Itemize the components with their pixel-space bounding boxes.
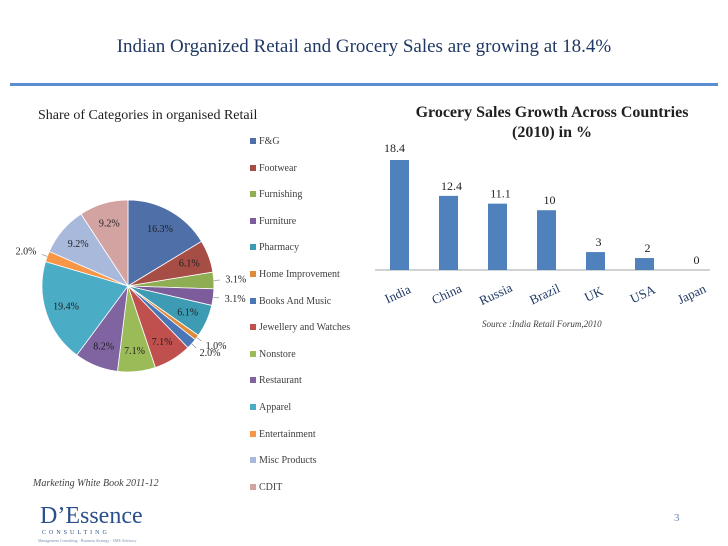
title-divider [10,83,718,86]
bar-chart-title: Grocery Sales Growth Across Countries (2… [415,104,689,141]
pie-slice-0 [127,199,203,287]
pie-slice-label-3: 3.1% [225,294,246,305]
legend-swatch-9 [250,377,256,384]
pie-slice-label-2: 3.1% [225,275,246,286]
bar-5 [635,258,654,270]
legend-label-5: Home Improvement [259,269,340,280]
legend-swatch-13 [250,483,256,490]
bar-3 [537,210,556,270]
page-number: 3 [674,512,680,524]
pie-slice-label-6: 2.0% [200,348,221,359]
bar-0 [390,160,409,270]
legend-label-0: F&G [259,136,280,147]
company-logo: D’Essence CONSULTING Management Consulti… [28,503,158,543]
legend-swatch-1 [250,164,256,171]
legend-label-13: CDIT [259,481,283,493]
pie-slice-10 [41,261,129,356]
pie-slice-label-13: 9.2% [99,218,120,229]
bar-value-label-1: 12.4 [441,179,462,193]
pie-slice-label-9: 8.2% [93,342,114,353]
pie-leader-line-5 [196,337,202,342]
legend-label-6: Books And Music [259,295,332,307]
legend-label-2: Furnishing [259,189,303,201]
bar-category-label-3: Brazil [527,280,562,307]
legend-swatch-4 [250,244,256,251]
legend-swatch-10 [250,404,256,410]
bar-category-label-4: UK [582,283,606,305]
pie-slice-label-10: 19.4% [53,302,79,313]
bar-value-label-5: 2 [645,241,651,255]
legend-swatch-0 [250,138,256,144]
bar-category-label-6: Japan [675,281,709,307]
bar-4 [586,252,605,270]
pie-leader-line-11 [41,254,48,257]
legend-label-10: Apparel [259,402,292,413]
legend-swatch-7 [250,324,256,331]
logo-name: D’Essence [40,503,143,529]
pie-leader-line-6 [191,343,197,349]
bar-category-label-2: Russia [477,280,515,308]
slide-title: Indian Organized Retail and Grocery Sale… [116,36,612,57]
legend-swatch-6 [250,297,256,304]
legend-swatch-2 [250,191,256,198]
pie-slice-label-0: 16.3% [147,224,173,235]
legend-label-11: Entertainment [259,428,316,440]
pie-chart: 16.3%6.1%3.1%3.1%6.1%1.0%2.0%7.1%7.1%8.2… [16,199,246,373]
legend-label-3: Furniture [259,215,297,227]
pie-slice-label-7: 7.1% [152,337,173,348]
legend-label-1: Footwear [259,162,297,174]
bar-2 [488,203,507,270]
legend-label-4: Pharmacy [259,242,299,254]
legend-label-12: Misc Products [259,455,317,467]
pie-slice-label-4: 6.1% [177,308,198,319]
pie-slice-label-8: 7.1% [124,346,145,357]
bar-value-label-0: 18.4 [384,141,405,155]
legend-swatch-11 [250,430,256,437]
legend-swatch-12 [250,457,256,464]
pie-chart-title: Share of Categories in organised Retail [38,108,258,123]
legend-swatch-8 [250,350,256,357]
bar-value-label-4: 3 [596,235,602,249]
source-footnote: Marketing White Book 2011-12 [33,478,159,489]
pie-slice-label-5: 1.0% [206,341,227,352]
legend-label-7: Jewellery and Watches [259,322,351,334]
legend-label-9: Restaurant [259,375,302,387]
bar-category-label-5: USA [628,281,658,306]
pie-slice-13 [80,199,129,288]
bar-value-label-2: 11.1 [490,187,511,201]
pie-slice-label-11: 2.0% [16,247,37,258]
bar-value-label-3: 10 [544,193,556,207]
bar-category-label-0: India [382,281,413,306]
legend-label-8: Nonstore [259,348,296,360]
bar-value-label-6: 0 [694,253,700,267]
pie-slice-label-12: 9.2% [68,239,89,250]
legend-swatch-3 [250,217,256,224]
bar-1 [439,195,458,270]
logo-subline: Management Consulting · Business Strateg… [38,538,137,543]
bar-category-label-1: China [429,280,464,307]
bar-chart-source: Source :India Retail Forum,2010 [482,319,602,329]
pie-leader-line-3 [213,296,220,299]
pie-slice-label-1: 6.1% [179,258,200,269]
logo-tagline: CONSULTING [42,530,110,536]
legend-swatch-5 [250,271,256,277]
bar-chart: 18.4 India 12.4 China 11.1 Russia 10 Brazil 3 UK 2… [375,141,710,308]
